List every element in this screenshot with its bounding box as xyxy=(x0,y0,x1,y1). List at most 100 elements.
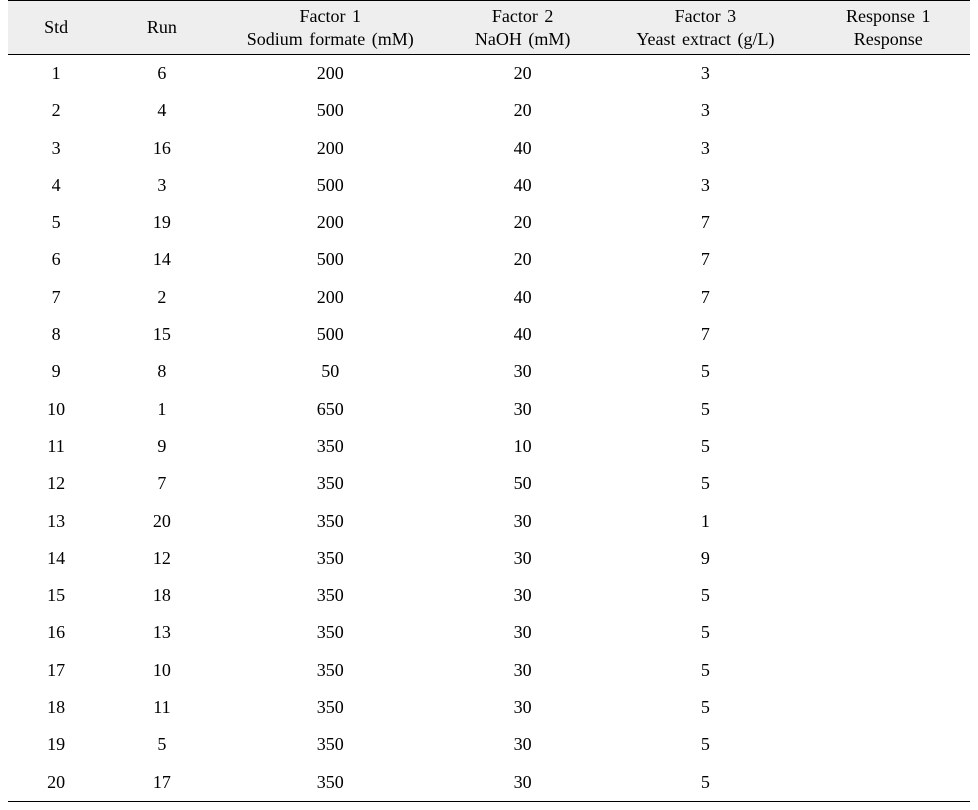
cell-factor3: 5 xyxy=(604,652,806,689)
cell-response xyxy=(806,577,970,614)
cell-factor3: 1 xyxy=(604,503,806,540)
table-row: 316200403 xyxy=(8,130,970,167)
cell-std: 11 xyxy=(8,428,104,465)
cell-factor2: 30 xyxy=(441,689,605,726)
cell-run: 7 xyxy=(104,465,219,502)
cell-factor3: 5 xyxy=(604,577,806,614)
cell-factor3: 5 xyxy=(604,614,806,651)
cell-factor3: 7 xyxy=(604,241,806,278)
cell-std: 5 xyxy=(8,204,104,241)
cell-run: 10 xyxy=(104,652,219,689)
cell-std: 18 xyxy=(8,689,104,726)
cell-response xyxy=(806,55,970,93)
table-row: 43500403 xyxy=(8,167,970,204)
cell-run: 12 xyxy=(104,540,219,577)
cell-std: 20 xyxy=(8,764,104,802)
cell-response xyxy=(806,241,970,278)
cell-factor1: 500 xyxy=(220,167,441,204)
col-header-std-line1: Std xyxy=(14,16,98,39)
cell-run: 8 xyxy=(104,353,219,390)
cell-factor1: 50 xyxy=(220,353,441,390)
cell-run: 4 xyxy=(104,92,219,129)
cell-std: 4 xyxy=(8,167,104,204)
cell-std: 17 xyxy=(8,652,104,689)
cell-std: 19 xyxy=(8,726,104,763)
table-row: 24500203 xyxy=(8,92,970,129)
table-row: 1518350305 xyxy=(8,577,970,614)
cell-std: 9 xyxy=(8,353,104,390)
cell-std: 8 xyxy=(8,316,104,353)
cell-factor1: 500 xyxy=(220,241,441,278)
cell-run: 19 xyxy=(104,204,219,241)
cell-factor1: 350 xyxy=(220,689,441,726)
cell-response xyxy=(806,764,970,802)
cell-run: 16 xyxy=(104,130,219,167)
table-row: 1320350301 xyxy=(8,503,970,540)
col-header-factor2-line1: Factor 2 xyxy=(447,5,599,28)
cell-factor1: 200 xyxy=(220,279,441,316)
cell-factor3: 5 xyxy=(604,689,806,726)
cell-factor2: 50 xyxy=(441,465,605,502)
cell-factor2: 30 xyxy=(441,503,605,540)
cell-run: 13 xyxy=(104,614,219,651)
table-row: 1811350305 xyxy=(8,689,970,726)
table-row: 519200207 xyxy=(8,204,970,241)
cell-factor2: 20 xyxy=(441,55,605,93)
col-header-factor3-line1: Factor 3 xyxy=(610,5,800,28)
table-header: Std Run Factor 1 Sodium formate (mM) Fac… xyxy=(8,1,970,55)
cell-factor3: 7 xyxy=(604,316,806,353)
cell-factor2: 30 xyxy=(441,540,605,577)
cell-run: 5 xyxy=(104,726,219,763)
cell-response xyxy=(806,503,970,540)
cell-std: 12 xyxy=(8,465,104,502)
cell-factor1: 350 xyxy=(220,652,441,689)
cell-std: 7 xyxy=(8,279,104,316)
cell-response xyxy=(806,316,970,353)
table-row: 1710350305 xyxy=(8,652,970,689)
table-row: 16200203 xyxy=(8,55,970,93)
cell-factor2: 20 xyxy=(441,241,605,278)
col-header-run-line1: Run xyxy=(110,16,213,39)
cell-factor2: 40 xyxy=(441,130,605,167)
cell-std: 10 xyxy=(8,391,104,428)
cell-factor2: 30 xyxy=(441,764,605,802)
cell-std: 2 xyxy=(8,92,104,129)
cell-factor2: 40 xyxy=(441,167,605,204)
cell-factor3: 7 xyxy=(604,279,806,316)
cell-factor1: 350 xyxy=(220,726,441,763)
cell-factor2: 20 xyxy=(441,204,605,241)
cell-std: 6 xyxy=(8,241,104,278)
cell-response xyxy=(806,130,970,167)
cell-run: 3 xyxy=(104,167,219,204)
table-row: 815500407 xyxy=(8,316,970,353)
cell-factor3: 5 xyxy=(604,391,806,428)
cell-factor3: 3 xyxy=(604,167,806,204)
cell-response xyxy=(806,92,970,129)
table-row: 1412350309 xyxy=(8,540,970,577)
cell-response xyxy=(806,652,970,689)
table-row: 101650305 xyxy=(8,391,970,428)
cell-response xyxy=(806,540,970,577)
cell-run: 11 xyxy=(104,689,219,726)
cell-std: 1 xyxy=(8,55,104,93)
cell-factor1: 350 xyxy=(220,614,441,651)
cell-factor2: 40 xyxy=(441,279,605,316)
cell-factor3: 3 xyxy=(604,55,806,93)
cell-factor1: 200 xyxy=(220,130,441,167)
cell-factor2: 10 xyxy=(441,428,605,465)
cell-factor2: 30 xyxy=(441,577,605,614)
table-row: 72200407 xyxy=(8,279,970,316)
table-row: 1613350305 xyxy=(8,614,970,651)
cell-factor1: 500 xyxy=(220,316,441,353)
cell-factor1: 350 xyxy=(220,503,441,540)
table-row: 119350105 xyxy=(8,428,970,465)
col-header-run: Run xyxy=(104,1,219,55)
cell-run: 18 xyxy=(104,577,219,614)
doe-table: Std Run Factor 1 Sodium formate (mM) Fac… xyxy=(8,0,970,802)
table-row: 2017350305 xyxy=(8,764,970,802)
cell-run: 1 xyxy=(104,391,219,428)
cell-std: 16 xyxy=(8,614,104,651)
cell-factor3: 3 xyxy=(604,130,806,167)
cell-run: 14 xyxy=(104,241,219,278)
cell-factor2: 30 xyxy=(441,391,605,428)
